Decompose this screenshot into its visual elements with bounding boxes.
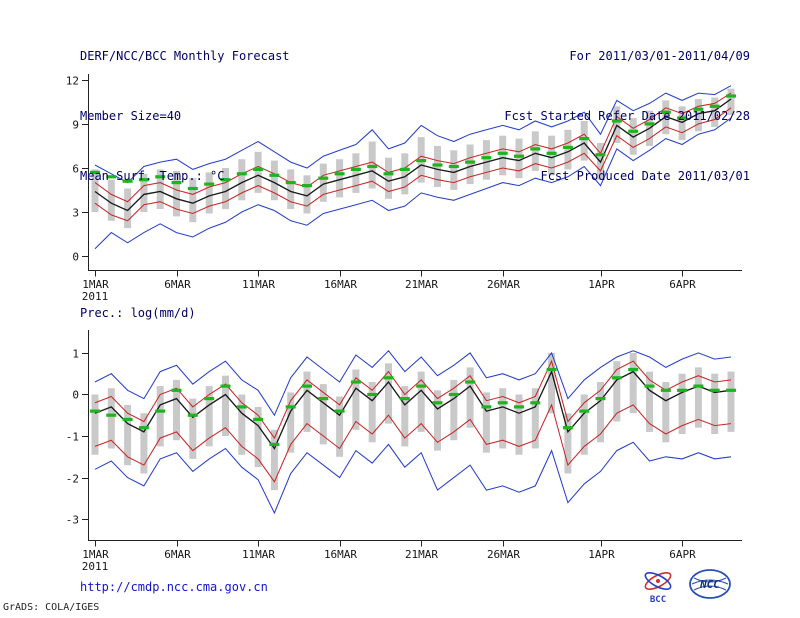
precipitation-x-tick-label: 6APR bbox=[669, 548, 696, 561]
precipitation-upper-quartile bbox=[94, 359, 732, 440]
temperature-x-tick-label: 26MAR bbox=[487, 278, 520, 291]
temperature-x-tick-label: 21MAR bbox=[405, 278, 438, 291]
header-left: DERF/NCC/BCC Monthly Forecast Member Siz… bbox=[80, 6, 290, 226]
precipitation-x-tick-label: 1MAR bbox=[82, 548, 109, 561]
header-right: For 2011/03/01-2011/04/09 Fcst Started R… bbox=[504, 6, 750, 226]
temperature-x-year-label: 2011 bbox=[82, 290, 109, 303]
prec-chart-title: Prec.: log(mm/d) bbox=[80, 306, 196, 320]
temperature-climatology-dash bbox=[90, 94, 736, 191]
produced-date-label: Fcst Produced Date 2011/03/01 bbox=[540, 169, 750, 183]
precipitation-ensemble-spread-bar bbox=[91, 352, 735, 491]
temp-chart-title: Mean Surf. Temp.: °C bbox=[80, 169, 225, 183]
temperature-x-tick-label: 1APR bbox=[588, 278, 615, 291]
precipitation-x-tick-label: 21MAR bbox=[405, 548, 438, 561]
precipitation-x-tick-label: 16MAR bbox=[324, 548, 357, 561]
bcc-logo-core bbox=[656, 579, 660, 583]
precipitation-y-tick-label: -1 bbox=[66, 431, 79, 444]
precipitation-y-tick-label: -2 bbox=[66, 473, 79, 486]
temperature-y-tick-label: 12 bbox=[66, 75, 79, 88]
temperature-y-tick-label: 3 bbox=[72, 207, 79, 220]
precipitation-x-tick-label: 11MAR bbox=[242, 548, 275, 561]
precipitation-ensemble-max bbox=[94, 350, 732, 417]
ncc-logo: NCC bbox=[689, 569, 731, 599]
temperature-lower-quartile bbox=[94, 107, 732, 222]
temperature-x-tick-label: 16MAR bbox=[324, 278, 357, 291]
bcc-logo-label: BCC bbox=[650, 595, 666, 605]
member-size-label: Member Size=40 bbox=[80, 109, 182, 123]
temperature-ensemble-min bbox=[94, 117, 732, 250]
precipitation-y-tick-label: 1 bbox=[72, 348, 79, 361]
temperature-y-tick-label: 9 bbox=[72, 119, 79, 132]
precipitation-ensemble-mean bbox=[94, 369, 732, 450]
ncc-logo-waves bbox=[691, 577, 729, 591]
forecast-range-label: For 2011/03/01-2011/04/09 bbox=[569, 49, 750, 63]
temperature-x-tick-label: 6APR bbox=[669, 278, 696, 291]
precipitation-x-tick-label: 6MAR bbox=[164, 548, 191, 561]
precipitation-x-tick-label: 26MAR bbox=[487, 548, 520, 561]
ncc-logo-label: NCC bbox=[699, 578, 720, 591]
temperature-x-tick-label: 1MAR bbox=[82, 278, 109, 291]
precipitation-axes bbox=[82, 330, 742, 547]
refer-date-label: Fcst Started Refer Date 2011/02/28 bbox=[504, 109, 750, 123]
precipitation-climatology-dash bbox=[90, 367, 736, 446]
precipitation-y-tick-label: 0 bbox=[72, 389, 79, 402]
temperature-x-tick-label: 6MAR bbox=[164, 278, 191, 291]
page-title: DERF/NCC/BCC Monthly Forecast bbox=[80, 49, 290, 63]
temperature-axes bbox=[82, 74, 742, 277]
temperature-x-tick-label: 11MAR bbox=[242, 278, 275, 291]
website-link[interactable]: http://cmdp.ncc.cma.gov.cn bbox=[80, 580, 268, 594]
precipitation-lower-quartile bbox=[94, 403, 732, 483]
grads-credit: GrADS: COLA/IGES bbox=[3, 602, 100, 613]
precipitation-ensemble-min bbox=[94, 441, 732, 515]
temperature-chart: 0 3 6 9 12 1MAR 6MAR 11MAR 16MAR 21MAR 26MAR 1APR 6A… bbox=[66, 74, 742, 303]
temperature-y-tick-label: 6 bbox=[72, 163, 79, 176]
precipitation-x-year-label: 2011 bbox=[82, 560, 109, 573]
temperature-upper-quartile bbox=[94, 92, 732, 203]
precipitation-x-tick-label: 1APR bbox=[588, 548, 615, 561]
temperature-ensemble-mean bbox=[94, 98, 732, 212]
bcc-logo: BCC bbox=[644, 572, 672, 605]
temperature-ensemble-max bbox=[94, 85, 732, 184]
precipitation-y-tick-label: -3 bbox=[66, 514, 79, 527]
temperature-y-tick-label: 0 bbox=[72, 251, 79, 264]
